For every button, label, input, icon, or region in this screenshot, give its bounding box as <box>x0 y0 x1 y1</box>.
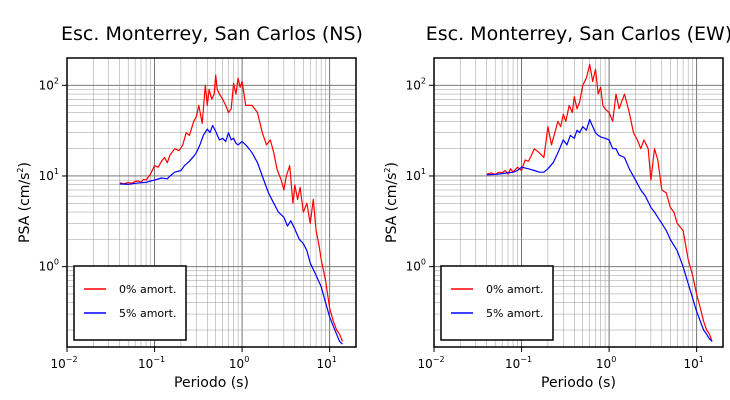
y-axis-label: PSA (cm/s2) <box>383 162 400 243</box>
plot-frame <box>66 57 357 348</box>
y-tick-label: 100 <box>406 258 426 274</box>
x-tick-label: 10−2 <box>417 355 444 371</box>
y-tick-label: 100 <box>39 258 59 274</box>
legend-label: 0% amort. <box>119 283 176 296</box>
x-tick-label: 10−2 <box>50 355 77 371</box>
series-line-damped <box>486 118 713 342</box>
series-line-undamped <box>486 63 713 342</box>
grid <box>66 57 357 347</box>
plot-frame <box>433 57 724 348</box>
chart-panel-0: Esc. Monterrey, San Carlos (NS) 10−2 10−1 1… <box>16 23 363 391</box>
x-tick-label: 101 <box>683 355 703 371</box>
x-tick-label: 100 <box>229 355 249 371</box>
y-axis-label: PSA (cm/s2) <box>16 162 33 243</box>
y-tick-label: 101 <box>406 167 426 183</box>
legend-label: 5% amort. <box>119 307 176 320</box>
x-axis-label: Periodo (s) <box>541 375 616 391</box>
legend: 0% amort. 5% amort. <box>440 265 554 341</box>
y-tick-label: 101 <box>39 167 59 183</box>
legend: 0% amort. 5% amort. <box>73 265 187 341</box>
x-tick-label: 10−1 <box>505 355 532 371</box>
chart-title: Esc. Monterrey, San Carlos (EW) <box>426 23 730 45</box>
x-axis-label: Periodo (s) <box>174 375 249 391</box>
legend-box <box>73 265 187 341</box>
series-line-damped <box>119 124 343 345</box>
x-tick-label: 10−1 <box>138 355 165 371</box>
x-tick-label: 100 <box>596 355 616 371</box>
y-tick-label: 102 <box>406 76 426 92</box>
chart-title: Esc. Monterrey, San Carlos (NS) <box>61 23 363 45</box>
series-line-undamped <box>119 74 343 342</box>
legend-label: 0% amort. <box>486 283 543 296</box>
chart-panel-1: Esc. Monterrey, San Carlos (EW) 10−2 10−1 1… <box>383 23 730 391</box>
legend-box <box>440 265 554 341</box>
y-tick-label: 102 <box>39 76 59 92</box>
x-tick-label: 101 <box>316 355 336 371</box>
legend-label: 5% amort. <box>486 307 543 320</box>
